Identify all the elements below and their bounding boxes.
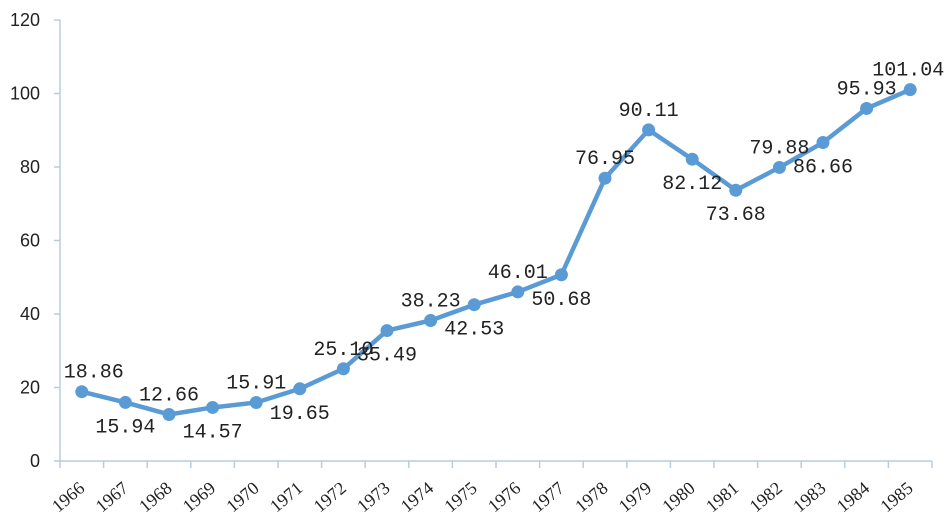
data-point (860, 101, 874, 115)
data-point (118, 395, 132, 409)
data-label: 79.88 (749, 137, 809, 160)
y-tick-label: 80 (20, 157, 40, 177)
data-point (162, 407, 176, 421)
x-tick-label: 1967 (92, 478, 132, 516)
data-label: 18.86 (64, 362, 124, 385)
data-point (598, 171, 612, 185)
data-point (729, 183, 743, 197)
data-series (75, 83, 917, 421)
x-tick-label: 1970 (222, 478, 262, 516)
data-labels: 18.86 15.94 12.66 14.57 15.91 19.65 25.1035.49… (64, 60, 944, 445)
data-point (249, 396, 263, 410)
data-label: 46.01 (488, 262, 548, 285)
data-point (772, 160, 786, 174)
data-label: 42.53 (444, 319, 504, 342)
x-tick-label: 1973 (353, 478, 393, 516)
x-tick-label: 1982 (746, 478, 786, 516)
data-point (642, 123, 656, 137)
x-tick-label: 1979 (615, 478, 655, 516)
data-point (206, 400, 220, 414)
x-tick-label: 1977 (528, 478, 568, 516)
y-axis: 0 20 40 60 80 100 120 (10, 10, 61, 471)
data-point (685, 152, 699, 166)
x-tick-label: 1985 (876, 478, 916, 516)
data-label: 35.49 (357, 345, 417, 368)
data-label: 12.66 (139, 384, 199, 407)
series-line (81, 87, 912, 417)
data-point (424, 314, 438, 328)
x-tick-label: 1984 (833, 478, 873, 516)
x-tick-label: 1981 (702, 478, 742, 516)
x-tick-label: 1976 (484, 478, 524, 516)
data-point (293, 382, 307, 396)
data-label: 95.93 (837, 78, 897, 101)
data-label: 25.10 (313, 339, 373, 362)
x-tick-label: 1968 (135, 478, 175, 516)
data-label: 101.04 (872, 60, 944, 83)
data-label: 50.68 (531, 289, 591, 312)
x-axis: 1966 1967 1968 1969 1970 1971 1972 1973 1974 1975… (48, 460, 933, 516)
data-point (467, 298, 481, 312)
data-label: 14.57 (183, 421, 243, 444)
data-point (554, 268, 568, 282)
data-label: 86.66 (793, 157, 853, 180)
data-label: 15.91 (226, 373, 286, 396)
x-tick-label: 1983 (789, 478, 829, 516)
data-point (816, 136, 830, 150)
x-tick-label: 1974 (397, 478, 437, 516)
data-label: 73.68 (706, 204, 766, 227)
x-tick-label: 1978 (571, 478, 611, 516)
data-label: 90.11 (619, 100, 679, 123)
y-tick-label: 0 (30, 451, 40, 471)
x-tick-label: 1966 (48, 478, 88, 516)
data-point (511, 285, 525, 299)
y-tick-label: 60 (20, 231, 40, 251)
x-tick-label: 1969 (179, 478, 219, 516)
data-label: 19.65 (270, 403, 330, 426)
y-tick-label: 40 (20, 304, 40, 324)
x-tick-label: 1975 (440, 478, 480, 516)
data-label: 82.12 (662, 173, 722, 196)
x-tick-label: 1972 (310, 478, 350, 516)
x-tick-label: 1980 (658, 478, 698, 516)
x-tick-label: 1971 (266, 478, 306, 516)
data-point (903, 83, 917, 97)
data-point (75, 385, 89, 399)
data-label: 15.94 (95, 416, 155, 439)
y-tick-label: 120 (10, 10, 40, 30)
y-tick-label: 20 (20, 378, 40, 398)
data-label: 38.23 (401, 291, 461, 314)
data-point (336, 362, 350, 376)
data-point (380, 324, 394, 338)
y-tick-label: 100 (10, 84, 40, 104)
data-label: 76.95 (575, 148, 635, 171)
